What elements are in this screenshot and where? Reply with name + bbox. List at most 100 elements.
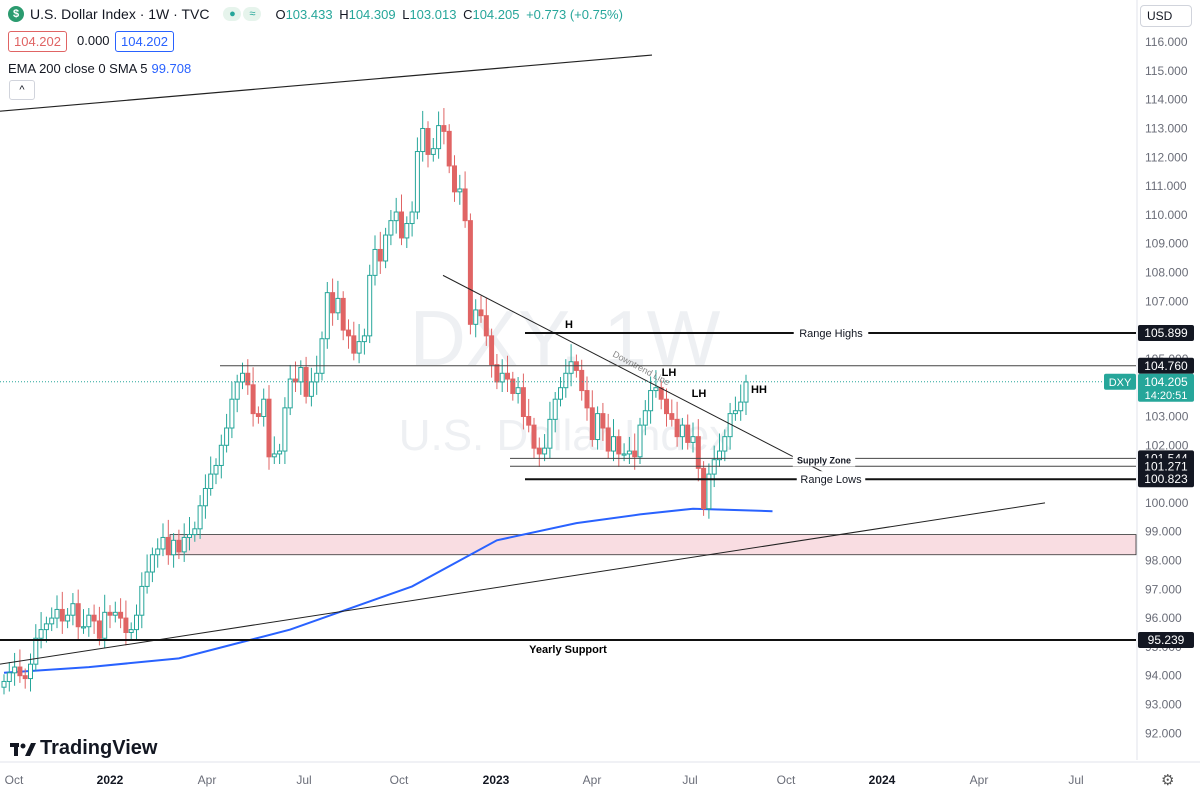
candle-body xyxy=(361,335,367,343)
candle-body xyxy=(515,387,521,394)
price-axis-tick: 92.000 xyxy=(1145,726,1182,740)
current-price-value: 104.205 xyxy=(1144,375,1188,389)
candle-body xyxy=(139,585,145,616)
candle-body xyxy=(38,629,44,639)
supply-zone-label: Supply Zone xyxy=(797,455,851,465)
candle-body xyxy=(393,211,399,222)
candle-body xyxy=(266,398,272,458)
candle-body xyxy=(563,372,569,389)
price-axis-tick: 94.000 xyxy=(1145,669,1182,683)
settings-gear-icon[interactable]: ⚙ xyxy=(1161,772,1175,789)
candle-body xyxy=(520,387,526,417)
collapse-legend-button[interactable]: ^ xyxy=(9,80,35,100)
candle-body xyxy=(155,548,161,556)
candle-body xyxy=(679,424,685,438)
candle-body xyxy=(494,364,500,383)
candle-body xyxy=(314,372,320,383)
time-axis-tick: Jul xyxy=(682,773,697,787)
candle-body xyxy=(473,309,479,325)
candle-body xyxy=(197,505,203,530)
price-level-box xyxy=(1138,458,1194,475)
ohlc-close-key: C xyxy=(463,6,473,22)
candle-body xyxy=(701,467,707,510)
ema-indicator-label: EMA 200 close 0 SMA 5 xyxy=(8,61,148,76)
candle-body xyxy=(425,127,431,155)
candle-body xyxy=(123,617,129,633)
ohlc-low-key: L xyxy=(402,6,410,22)
candle-body xyxy=(674,418,680,438)
time-axis-tick: 2024 xyxy=(869,773,896,787)
tradingview-logo-text: TradingView xyxy=(40,737,158,759)
candle-body xyxy=(611,436,616,452)
lower-high-label-2: LH xyxy=(692,388,707,400)
tradingview-logo-icon xyxy=(10,742,36,756)
candle-body xyxy=(669,413,675,420)
candle-body xyxy=(298,367,304,383)
currency-select[interactable]: USD xyxy=(1140,5,1192,27)
candle-body xyxy=(33,637,39,665)
candle-body xyxy=(642,410,648,426)
watermark-symbol: DXY, 1W xyxy=(410,294,721,382)
candle-body xyxy=(547,418,553,449)
ohlc-values: O103.433 H104.309 L103.013 C104.205 +0.7… xyxy=(275,7,626,22)
time-axis-tick: Jul xyxy=(1068,773,1083,787)
ohlc-close: 104.205 xyxy=(472,6,520,22)
candle-body xyxy=(324,292,330,340)
ema-indicator-legend[interactable]: EMA 200 close 0 SMA 5 99.708 xyxy=(8,61,191,76)
candle-body xyxy=(738,401,744,412)
price-axis-tick: 96.000 xyxy=(1145,611,1182,625)
candle-body xyxy=(717,450,722,461)
candle-body xyxy=(505,372,510,380)
candle-body xyxy=(526,415,532,426)
candle-body xyxy=(59,608,65,622)
time-axis-tick: Apr xyxy=(970,773,989,787)
ohlc-high-key: H xyxy=(339,6,349,22)
candle-body xyxy=(1,680,7,688)
time-axis-tick: Oct xyxy=(390,773,409,787)
symbol-title[interactable]: U.S. Dollar Index · 1W · TVC xyxy=(30,6,210,22)
candle-body xyxy=(436,125,442,150)
price-level-value: 104.760 xyxy=(1144,359,1188,373)
candle-body xyxy=(192,528,198,536)
range-lows-label: Range Lows xyxy=(800,474,862,486)
candle-body xyxy=(722,436,728,452)
swing-high-label: H xyxy=(565,319,573,331)
candle-body xyxy=(96,620,102,639)
candle-body xyxy=(605,427,611,452)
price-axis-tick: 113.000 xyxy=(1145,121,1188,135)
market-status[interactable]: ● ≈ xyxy=(223,7,262,21)
candle-body xyxy=(743,381,749,403)
price-axis-tick: 112.000 xyxy=(1145,150,1188,164)
sell-price-button[interactable]: 104.202 xyxy=(8,31,67,52)
candle-body xyxy=(102,611,108,639)
price-level-box xyxy=(1138,632,1194,649)
time-axis-tick: Oct xyxy=(5,773,24,787)
candle-body xyxy=(202,487,208,507)
candle-body xyxy=(446,130,452,167)
candle-body xyxy=(149,554,155,573)
candle-body xyxy=(12,666,18,674)
candle-body xyxy=(462,188,468,222)
candle-body xyxy=(711,459,717,475)
candle-body xyxy=(43,623,49,631)
candle-body xyxy=(250,384,256,415)
candle-body xyxy=(558,387,563,400)
candle-body xyxy=(595,413,601,441)
lower-high-label-1: LH xyxy=(662,367,677,379)
candle-body xyxy=(165,536,171,556)
candle-body xyxy=(499,372,505,383)
price-axis-tick: 100.000 xyxy=(1145,496,1189,510)
candle-body xyxy=(28,663,33,680)
buy-price-button[interactable]: 104.202 xyxy=(115,31,174,52)
chart-header: $ U.S. Dollar Index · 1W · TVC ● ≈ O103.… xyxy=(8,6,626,22)
candle-body xyxy=(685,424,691,443)
candle-body xyxy=(107,611,113,616)
higher-high-label: HH xyxy=(751,384,767,396)
candle-body xyxy=(695,436,701,469)
price-axis-tick: 109.000 xyxy=(1145,237,1189,251)
price-axis-tick: 114.000 xyxy=(1145,93,1188,107)
candle-body xyxy=(414,151,420,213)
price-axis-tick: 115.000 xyxy=(1145,64,1188,78)
downtrend-line xyxy=(442,274,839,481)
